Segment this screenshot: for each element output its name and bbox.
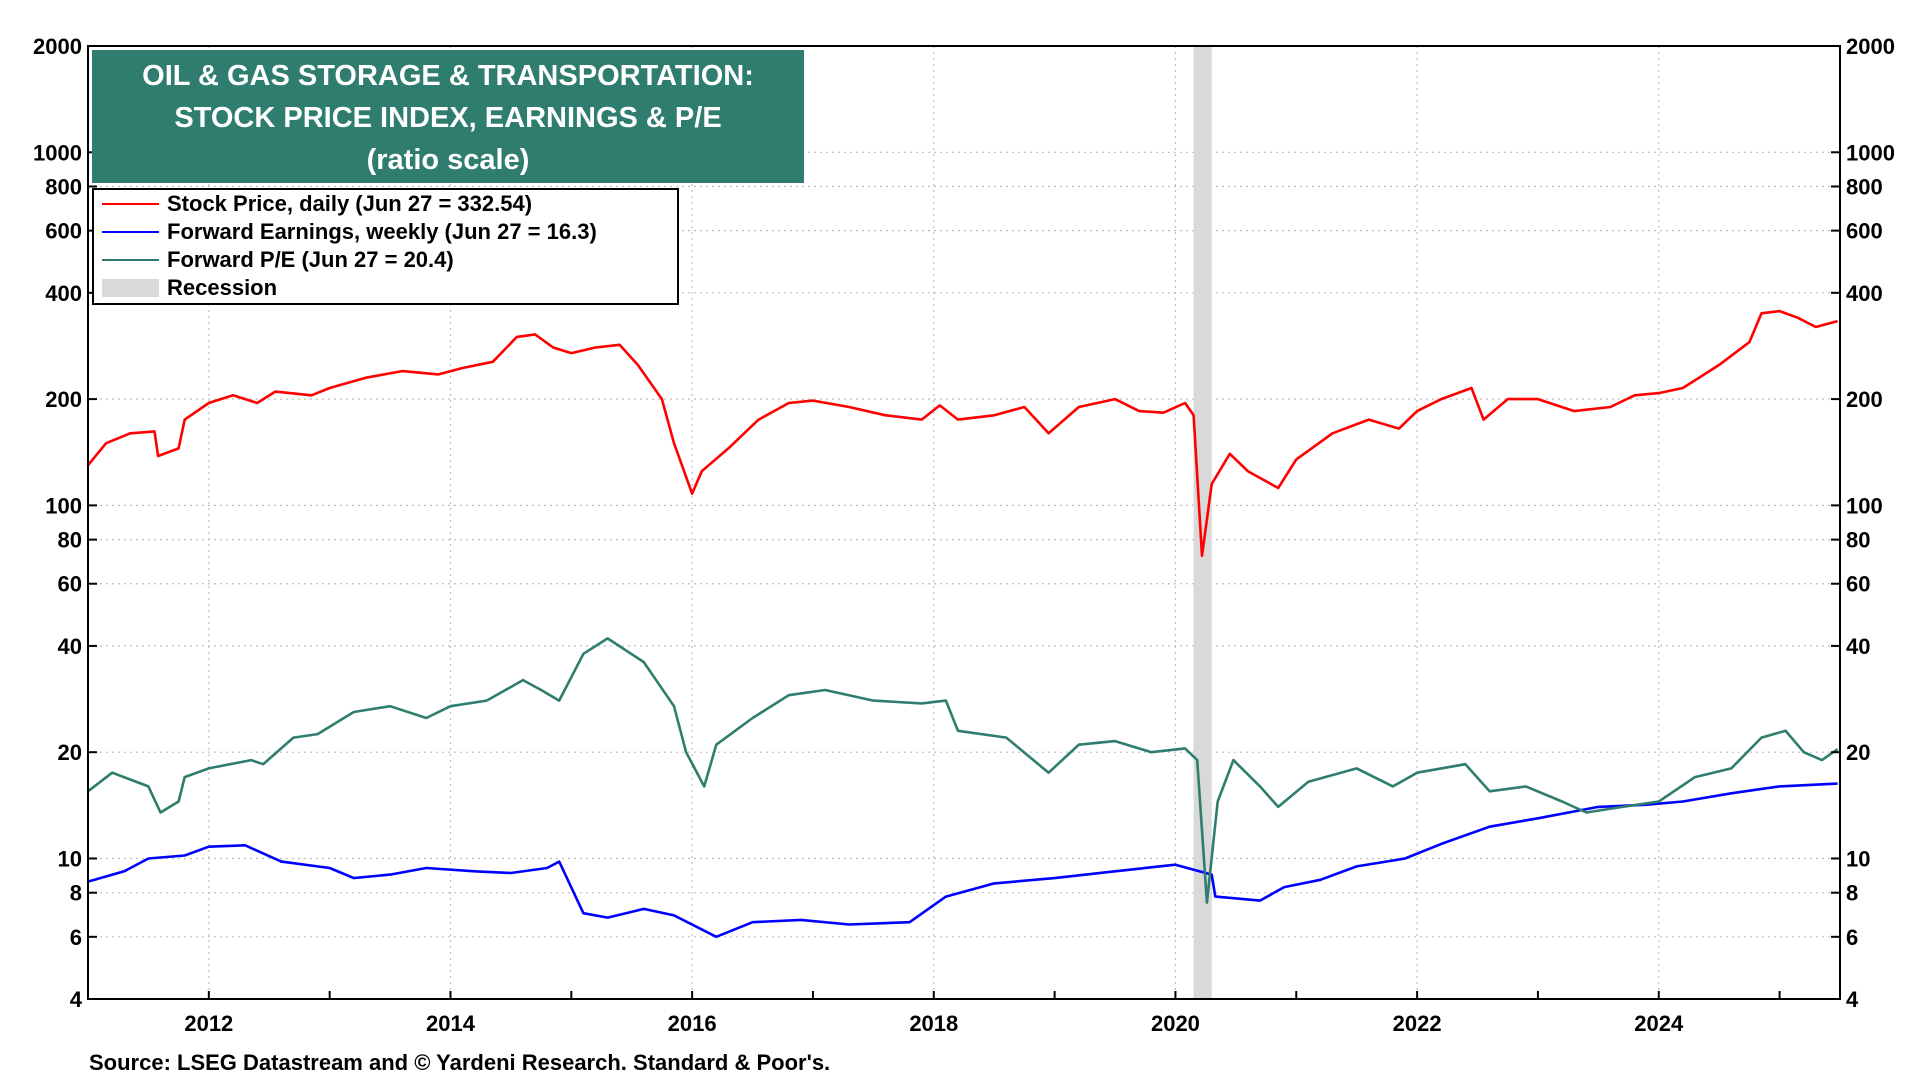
plot-frame [87,45,1841,1000]
chart-title-line-1: OIL & GAS STORAGE & TRANSPORTATION: [142,60,754,92]
legend-label-forward-pe: Forward P/E (Jun 27 = 20.4) [167,246,454,272]
x-tick-label: 2016 [668,1011,717,1036]
y-tick-label-right: 200 [1846,387,1883,412]
y-tick-label-right: 1000 [1846,140,1895,165]
y-tick-label-right: 40 [1846,634,1870,659]
y-tick-label-right: 6 [1846,925,1858,950]
chart-title-line-2: STOCK PRICE INDEX, EARNINGS & P/E [174,102,722,134]
series-line-forward-earnings-weekly [87,782,1838,939]
legend-item-recession: Recession [102,274,277,301]
y-tick-label-left: 100 [45,493,82,518]
legend-item-forward-earnings: Forward Earnings, weekly (Jun 27 = 16.3) [102,218,597,245]
y-tick-label-right: 20 [1846,740,1870,765]
y-tick-label-left: 20 [58,740,82,765]
legend-swatch-recession [102,278,159,297]
y-tick-label-right: 800 [1846,175,1883,200]
x-tick-label: 2020 [1151,1011,1200,1036]
series-line-forward-p-e [87,637,1839,904]
y-tick-label-left: 600 [45,219,82,244]
y-tick-label-left: 40 [58,634,82,659]
y-tick-label-right: 60 [1846,572,1870,597]
y-tick-label-left: 4 [70,987,83,1012]
legend-swatch-forward-earnings [102,230,159,233]
x-tick-label: 2018 [909,1011,958,1036]
y-tick-label-right: 4 [1846,987,1859,1012]
y-tick-label-left: 400 [45,281,82,306]
y-tick-label-left: 800 [45,175,82,200]
y-tick-label-right: 100 [1846,493,1883,518]
y-tick-label-left: 1000 [33,140,82,165]
legend-swatch-stock-price [102,202,159,205]
legend-item-forward-pe: Forward P/E (Jun 27 = 20.4) [102,246,454,273]
chart-title-line-3: (ratio scale) [366,144,530,176]
x-tick-label: 2014 [426,1011,476,1036]
y-tick-label-left: 8 [70,881,82,906]
legend: Stock Price, daily (Jun 27 = 332.54) For… [92,188,679,305]
y-tick-label-right: 10 [1846,846,1870,871]
chart-title: OIL & GAS STORAGE & TRANSPORTATION: STOC… [92,50,804,183]
y-tick-label-left: 200 [45,387,82,412]
y-tick-label-left: 80 [58,528,82,553]
y-tick-label-left: 60 [58,572,82,597]
x-tick-label: 2022 [1393,1011,1442,1036]
y-tick-label-right: 600 [1846,219,1883,244]
source-note: Source: LSEG Datastream and © Yardeni Re… [89,1050,831,1075]
series-lines [86,309,1839,939]
y-tick-label-right: 2000 [1846,34,1895,59]
x-tick-label: 2024 [1634,1011,1684,1036]
series-line-stock-price-daily [86,309,1838,558]
legend-label-recession: Recession [167,274,278,300]
legend-label-stock-price: Stock Price, daily (Jun 27 = 332.54) [167,190,533,216]
legend-item-stock-price: Stock Price, daily (Jun 27 = 332.54) [102,190,532,217]
x-tick-label: 2012 [184,1011,233,1036]
legend-label-forward-earnings: Forward Earnings, weekly (Jun 27 = 16.3) [167,218,597,244]
y-tick-label-right: 8 [1846,881,1858,906]
y-tick-label-left: 6 [70,925,82,950]
y-tick-label-left: 10 [58,846,82,871]
y-tick-label-right: 400 [1846,281,1883,306]
y-tick-label-left: 2000 [33,34,82,59]
y-tick-label-right: 80 [1846,528,1870,553]
legend-swatch-forward-pe [102,258,159,261]
